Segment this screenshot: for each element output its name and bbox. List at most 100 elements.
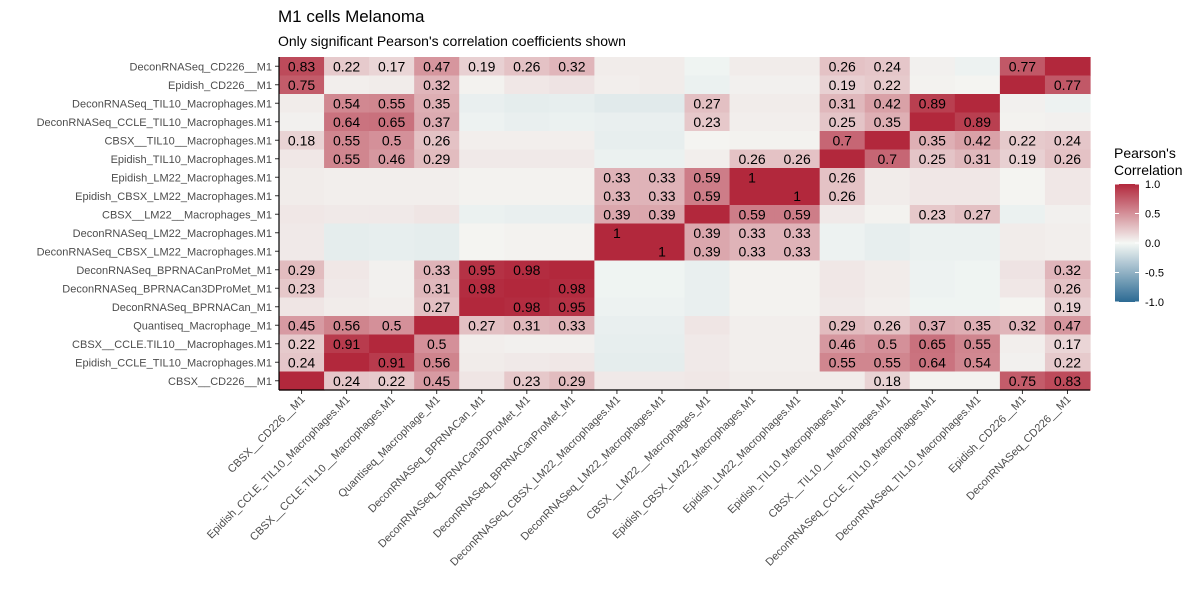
heatmap-cell — [774, 75, 821, 95]
heatmap-cell — [909, 131, 956, 151]
heatmap-cell — [729, 149, 776, 169]
heatmap-cell — [819, 371, 866, 391]
heatmap-cell — [279, 186, 325, 206]
column-label: CBSX__CD226__M1 — [226, 394, 308, 476]
heatmap-cell — [909, 242, 956, 262]
heatmap-cell — [684, 353, 731, 373]
heatmap-cell — [909, 260, 956, 280]
heatmap-cell — [909, 334, 956, 354]
heatmap-cell — [729, 57, 776, 77]
cell-value-label: 0.35 — [964, 317, 991, 333]
heatmap-cell — [459, 149, 505, 169]
heatmap-cell — [1044, 279, 1091, 299]
heatmap-cell — [774, 316, 821, 336]
heatmap-cell — [459, 94, 505, 114]
heatmap-cell — [909, 149, 956, 169]
heatmap-cell — [684, 371, 731, 391]
heatmap-cell — [459, 131, 505, 151]
heatmap-cell — [549, 223, 595, 243]
heatmap-cell — [684, 223, 731, 243]
heatmap-cell — [279, 205, 325, 225]
heatmap-cell — [369, 297, 415, 317]
cell-value-label: 0.75 — [288, 77, 315, 93]
cell-value-label: 0.55 — [829, 354, 856, 370]
cell-value-label: 0.31 — [423, 280, 450, 296]
heatmap-cell — [594, 371, 641, 391]
heatmap-cell — [954, 168, 1001, 188]
cell-value-label: 0.26 — [513, 58, 540, 74]
heatmap-cell — [954, 297, 1001, 317]
heatmap-cell — [594, 75, 641, 95]
row-label: Epidish_TIL10_Macrophages.M1 — [111, 154, 272, 166]
heatmap-cell — [684, 57, 731, 77]
cell-value-label: 0.23 — [919, 206, 946, 222]
cell-value-label: 0.22 — [1009, 132, 1036, 148]
cell-value-label: 0.47 — [1054, 317, 1081, 333]
heatmap-cell — [909, 353, 956, 373]
legend-tick-label: -1.0 — [1145, 297, 1164, 309]
cell-value-label: 0.26 — [829, 169, 856, 185]
heatmap-cell — [954, 260, 1001, 280]
heatmap-cell — [414, 57, 460, 77]
heatmap-cell — [369, 242, 415, 262]
heatmap-cell — [999, 75, 1046, 95]
heatmap-cell — [864, 149, 911, 169]
heatmap-cell — [324, 353, 370, 373]
cell-value-label: 0.64 — [919, 354, 946, 370]
heatmap-cell — [639, 371, 686, 391]
heatmap-cell — [414, 316, 460, 336]
column-labels: CBSX__CD226__M1Epidish_CCLE_TIL10_Macrop… — [205, 394, 1074, 569]
heatmap-cell — [999, 223, 1046, 243]
heatmap-cell — [369, 131, 415, 151]
heatmap-cell — [774, 57, 821, 77]
heatmap-cell — [729, 279, 776, 299]
heatmap-cell — [729, 131, 776, 151]
heatmap-cell — [774, 149, 821, 169]
cell-value-label: 0.35 — [874, 114, 901, 130]
cell-value-label: 0.32 — [423, 77, 450, 93]
heatmap-cell — [279, 168, 325, 188]
heatmap-cell — [954, 131, 1001, 151]
heatmap-cell — [324, 297, 370, 317]
heatmap-cell — [864, 131, 911, 151]
cell-value-label: 0.56 — [423, 354, 450, 370]
cell-value-label: 0.26 — [1054, 151, 1081, 167]
heatmap-cell — [324, 75, 370, 95]
heatmap-cell — [909, 279, 956, 299]
cell-value-label: 0.59 — [693, 169, 720, 185]
heatmap-cell — [459, 168, 505, 188]
heatmap-cell — [999, 131, 1046, 151]
cell-value-label: 1 — [658, 243, 666, 259]
heatmap-cell — [954, 75, 1001, 95]
row-label: CBSX__LM22__Macrophages_M1 — [102, 209, 272, 221]
heatmap-cell — [999, 149, 1046, 169]
heatmap-cell — [729, 75, 776, 95]
heatmap-cell — [999, 242, 1046, 262]
heatmap-cell — [504, 94, 550, 114]
heatmap-cell — [819, 94, 866, 114]
heatmap-cell — [999, 205, 1046, 225]
cell-value-label: 0.5 — [878, 336, 898, 352]
cell-value-label: 0.42 — [964, 132, 991, 148]
heatmap-cell — [459, 223, 505, 243]
heatmap-cell — [504, 168, 550, 188]
heatmap-cell — [279, 149, 325, 169]
heatmap-cell — [954, 334, 1001, 354]
heatmap-cell — [684, 149, 731, 169]
heatmap-cell — [324, 131, 370, 151]
heatmap-cell — [954, 94, 1001, 114]
heatmap-cells — [279, 57, 1091, 391]
heatmap-cell — [279, 75, 325, 95]
cell-value-label: 0.55 — [964, 336, 991, 352]
heatmap-cell — [639, 75, 686, 95]
legend-title-line-1: Pearson's — [1114, 145, 1176, 161]
heatmap-cell — [909, 371, 956, 391]
cell-value-label: 0.75 — [1009, 373, 1036, 389]
heatmap-cell — [549, 75, 595, 95]
cell-value-label: 0.7 — [878, 151, 898, 167]
cell-value-label: 0.23 — [513, 373, 540, 389]
heatmap-cell — [459, 279, 505, 299]
heatmap-cell — [864, 186, 911, 206]
cell-value-label: 0.22 — [1054, 354, 1081, 370]
